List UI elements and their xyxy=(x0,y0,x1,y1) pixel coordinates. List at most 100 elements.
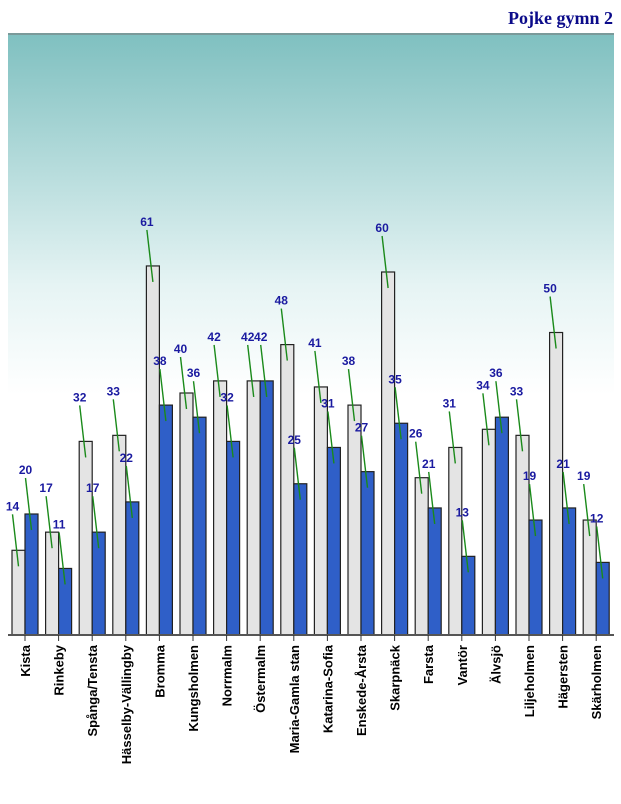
bar-s1-16 xyxy=(548,331,564,636)
leader-line-s1-16 xyxy=(549,296,557,349)
plot-background xyxy=(8,34,614,635)
bar-s2-6 xyxy=(226,440,241,636)
x-tick-label-4: Bromma xyxy=(152,644,167,698)
data-label-s2-15: 19 xyxy=(523,469,537,483)
x-tick-label-16: Hägersten xyxy=(556,645,571,709)
chart-title: Pojke gymn 2 xyxy=(508,8,613,28)
x-tick-label-0: Kista xyxy=(18,644,33,677)
bar-s2-4 xyxy=(158,404,173,636)
data-label-s1-3: 33 xyxy=(107,384,121,398)
bar-s1-10 xyxy=(347,404,362,636)
data-label-s1-2: 32 xyxy=(73,390,87,404)
bar-s2-8 xyxy=(293,483,308,636)
data-label-s1-8: 48 xyxy=(275,294,289,308)
data-label-s2-1: 11 xyxy=(53,517,66,531)
x-tick-label-12: Farsta xyxy=(421,644,436,684)
leader-line-s2-3 xyxy=(125,465,133,518)
bar-s2-9 xyxy=(326,446,341,636)
leader-line-s1-3 xyxy=(112,399,120,452)
data-label-s2-11: 35 xyxy=(388,372,402,386)
leader-line-s2-17 xyxy=(596,526,604,579)
bar-s2-15 xyxy=(528,519,543,636)
data-label-s1-4: 61 xyxy=(140,215,154,229)
leader-line-s1-13 xyxy=(448,411,456,464)
leader-line-s1-15 xyxy=(515,399,524,452)
leader-line-s2-13 xyxy=(461,520,469,573)
data-label-s1-0: 14 xyxy=(6,499,20,513)
leader-line-s2-0 xyxy=(24,477,33,531)
leader-line-s2-14 xyxy=(495,381,503,434)
bar-s1-9 xyxy=(313,386,328,636)
x-tick-label-1: Rinkeby xyxy=(52,644,67,695)
x-tick-label-7: Östermalm xyxy=(253,645,268,713)
x-tick-label-15: Liljeholmen xyxy=(522,645,537,717)
data-label-s1-12: 26 xyxy=(409,427,423,441)
bar-s1-11 xyxy=(381,271,396,636)
leader-line-s1-6 xyxy=(213,344,221,397)
data-label-s1-17: 19 xyxy=(577,469,591,483)
data-label-s1-10: 38 xyxy=(342,354,356,368)
leader-line-s1-1 xyxy=(45,496,53,549)
data-label-s1-13: 31 xyxy=(443,396,457,410)
leader-line-s2-15 xyxy=(528,483,537,537)
leader-line-s1-9 xyxy=(314,350,322,404)
x-tick-label-10: Enskede-Årsta xyxy=(354,644,369,736)
data-label-s1-11: 60 xyxy=(375,221,389,235)
data-label-s2-0: 20 xyxy=(19,463,33,477)
x-tick-label-13: Vantör xyxy=(455,645,470,685)
data-label-s2-12: 21 xyxy=(422,457,436,471)
leader-line-s2-8 xyxy=(293,447,301,500)
data-label-s2-17: 12 xyxy=(590,511,604,525)
x-tick-label-3: Hässelby-Vällingby xyxy=(119,644,134,764)
bar-s1-13 xyxy=(448,446,463,636)
leader-line-s2-11 xyxy=(394,387,402,440)
leader-line-s2-10 xyxy=(360,435,369,488)
data-label-s2-7: 42 xyxy=(254,330,268,344)
bar-s1-17 xyxy=(582,519,597,636)
leader-line-s2-7 xyxy=(260,344,268,397)
data-label-s1-7: 42 xyxy=(241,330,255,344)
x-tick-label-9: Katarina-Sofia xyxy=(320,644,335,733)
x-tick-label-17: Skärholmen xyxy=(589,645,604,719)
bar-s1-12 xyxy=(414,477,429,636)
x-tick-label-11: Skarpnäck xyxy=(388,644,403,711)
bar-s1-7 xyxy=(246,380,261,636)
bar-s1-3 xyxy=(112,434,127,636)
bar-s1-4 xyxy=(145,265,160,636)
bar-s2-11 xyxy=(394,422,409,636)
bar-s2-7 xyxy=(259,380,274,636)
leader-line-s1-10 xyxy=(347,369,356,422)
leader-line-s1-7 xyxy=(247,344,255,397)
leader-line-s1-14 xyxy=(482,393,490,446)
bar-s1-14 xyxy=(481,428,496,636)
leader-line-s2-4 xyxy=(159,369,167,422)
data-label-s2-14: 36 xyxy=(489,366,503,380)
leader-line-s2-5 xyxy=(192,381,201,434)
leader-line-s1-17 xyxy=(583,483,591,537)
leader-line-s1-5 xyxy=(179,356,188,410)
data-label-s2-16: 21 xyxy=(556,457,570,471)
x-tick-label-6: Norrmalm xyxy=(220,645,235,706)
bar-s1-2 xyxy=(78,440,93,636)
data-label-s2-9: 31 xyxy=(321,396,335,410)
bar-s2-16 xyxy=(561,507,577,636)
data-label-s1-9: 41 xyxy=(308,336,322,350)
data-label-s2-4: 38 xyxy=(153,354,167,368)
data-label-s2-3: 22 xyxy=(120,451,134,465)
bar-s2-10 xyxy=(360,471,375,636)
leader-line-s1-12 xyxy=(415,441,423,494)
data-label-s2-8: 25 xyxy=(288,433,302,447)
leader-line-s1-0 xyxy=(11,514,20,567)
data-label-s2-2: 17 xyxy=(86,481,100,495)
leader-line-s2-9 xyxy=(327,411,335,464)
bar-s2-5 xyxy=(192,416,207,636)
leader-line-s2-16 xyxy=(562,471,570,525)
bar-s1-15 xyxy=(515,434,530,636)
x-tick-label-8: Maria-Gamla stan xyxy=(287,645,302,753)
x-tick-label-14: Älvsjö xyxy=(488,645,503,684)
leader-line-s1-4 xyxy=(146,229,154,283)
data-label-s2-5: 36 xyxy=(187,366,201,380)
x-tick-label-2: Spånga/Tensta xyxy=(85,644,100,736)
leader-line-s1-8 xyxy=(280,308,288,361)
